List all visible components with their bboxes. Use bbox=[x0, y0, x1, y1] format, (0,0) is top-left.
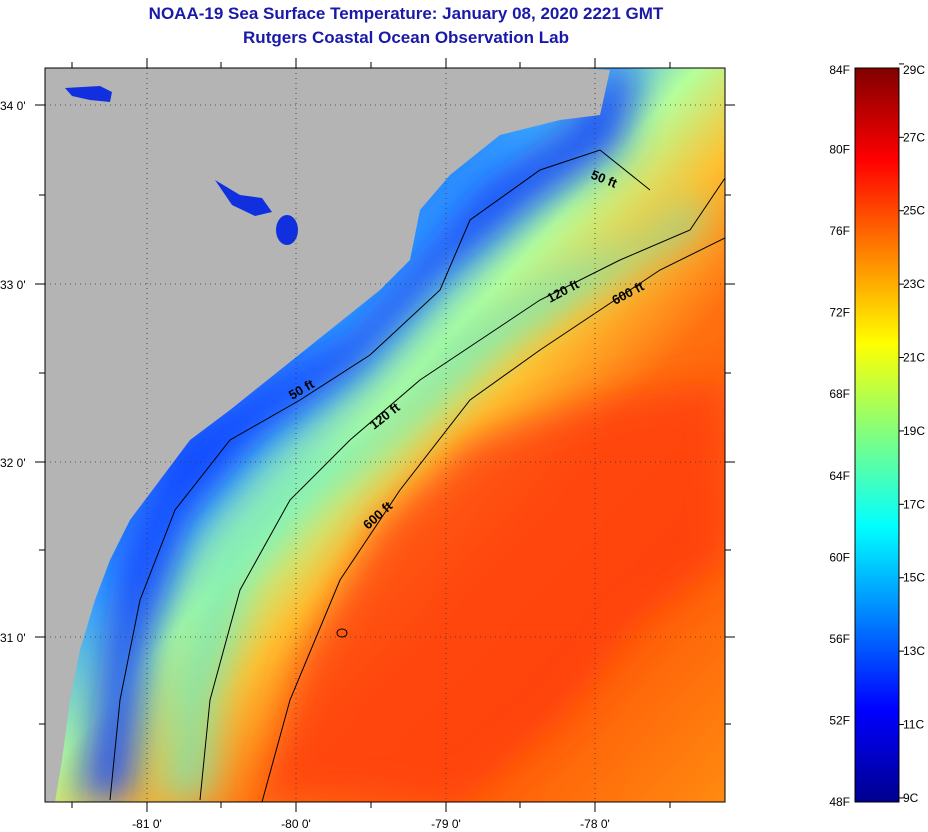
isobath-50ft bbox=[109, 149, 651, 801]
lon-label-78: -78 0' bbox=[580, 817, 610, 831]
colorbar-scale bbox=[854, 67, 900, 803]
colorbar-c-label: 21C bbox=[903, 351, 925, 365]
colorbar-celsius-ticks: 29C 27C 25C 23C 21C 19C 17C 15C 13C 11C 9C bbox=[899, 63, 925, 805]
lat-label-34: 34 0' bbox=[0, 99, 26, 113]
colorbar-c-label: 25C bbox=[903, 204, 925, 218]
colorbar-f-label: 60F bbox=[829, 550, 850, 564]
map-ticks bbox=[35, 58, 735, 812]
colorbar-f-label: 84F bbox=[829, 63, 850, 77]
colorbar-c-label: 17C bbox=[903, 497, 925, 511]
map-frame bbox=[44, 67, 726, 803]
map-title: NOAA-19 Sea Surface Temperature: January… bbox=[0, 2, 812, 50]
colorbar-c-label: 23C bbox=[903, 277, 925, 291]
lat-label-33: 33 0' bbox=[0, 278, 26, 292]
isobath-120ft bbox=[199, 177, 725, 801]
lon-label-81: -81 0' bbox=[132, 817, 162, 831]
lat-label-32: 32 0' bbox=[0, 456, 26, 470]
graticule bbox=[45, 68, 725, 802]
colorbar-f-label: 76F bbox=[829, 224, 850, 238]
colorbar-f-label: 48F bbox=[829, 795, 850, 809]
lake-marion bbox=[276, 215, 298, 245]
colorbar-c-label: 9C bbox=[903, 791, 919, 805]
colorbar-f-label: 52F bbox=[829, 713, 850, 727]
isobath-600ft bbox=[261, 237, 725, 802]
title-line-2: Rutgers Coastal Ocean Observation Lab bbox=[243, 28, 569, 47]
inland-water-central bbox=[215, 180, 272, 216]
colorbar-f-label: 80F bbox=[829, 143, 850, 157]
colorbar-c-label: 13C bbox=[903, 644, 925, 658]
colorbar-f-label: 64F bbox=[829, 469, 850, 483]
colorbar-c-label: 29C bbox=[903, 63, 925, 77]
lat-label-31: 31 0' bbox=[0, 631, 26, 645]
inland-water-north bbox=[65, 86, 112, 102]
colorbar-fahrenheit-ticks: 84F 80F 76F 72F 68F 64F 60F 56F 52F 48F bbox=[829, 63, 850, 809]
lon-label-79: -79 0' bbox=[431, 817, 461, 831]
isobath-closed-contour bbox=[336, 628, 348, 638]
gulf-stream-core bbox=[260, 380, 725, 800]
mid-shelf-water bbox=[160, 190, 700, 800]
colorbar-c-label: 27C bbox=[903, 130, 925, 144]
lon-label-80: -80 0' bbox=[281, 817, 311, 831]
colorbar-c-label: 19C bbox=[903, 424, 925, 438]
colorbar-f-label: 56F bbox=[829, 632, 850, 646]
colorbar-f-label: 72F bbox=[829, 306, 850, 320]
title-line-1: NOAA-19 Sea Surface Temperature: January… bbox=[148, 4, 664, 23]
land-mass bbox=[45, 68, 610, 802]
colorbar-f-label: 68F bbox=[829, 387, 850, 401]
colorbar-c-label: 15C bbox=[903, 571, 925, 585]
colorbar-c-label: 11C bbox=[903, 718, 924, 732]
